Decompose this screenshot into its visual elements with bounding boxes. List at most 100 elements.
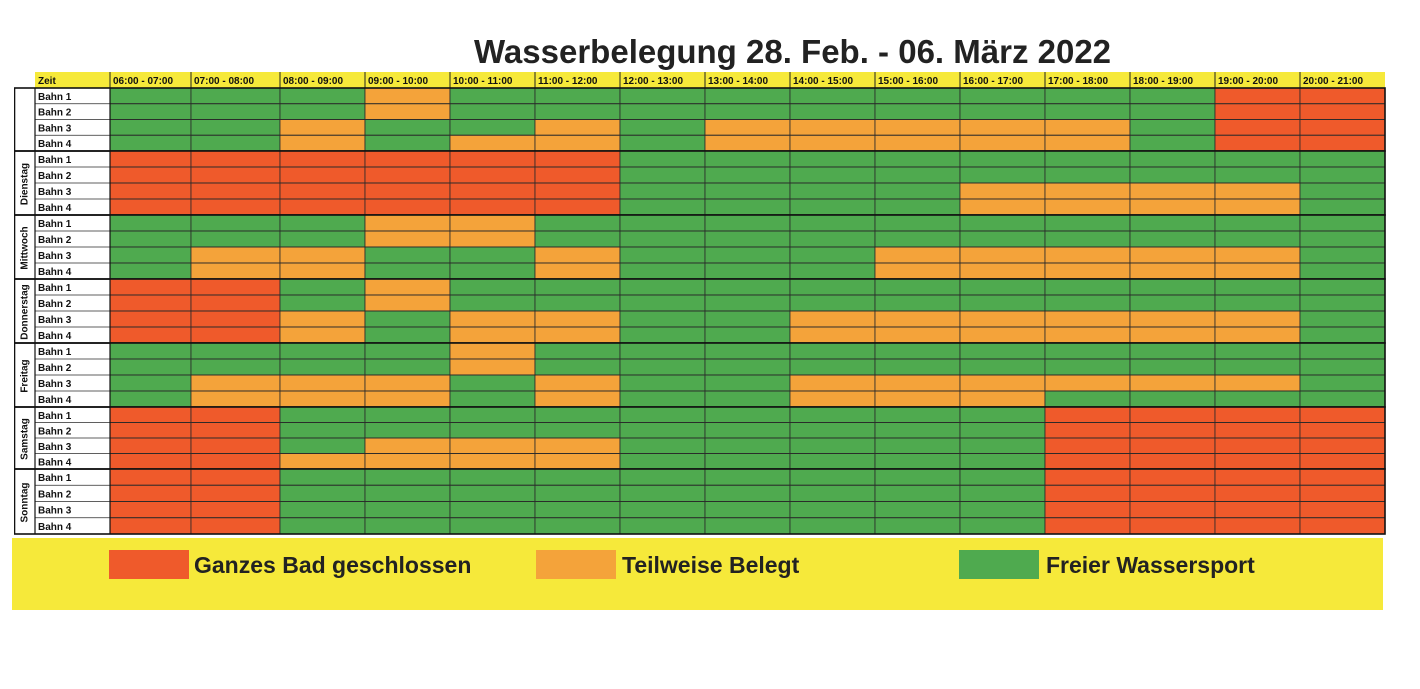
slot-cell — [109, 246, 192, 264]
slot-cell — [279, 246, 366, 264]
slot-cell — [704, 358, 791, 376]
slot-cell — [1214, 87, 1301, 105]
slot-cell — [364, 358, 451, 376]
slot-cell — [704, 422, 791, 439]
slot-cell — [959, 374, 1046, 392]
slot-cell — [109, 166, 192, 184]
header-slot-7: 13:00 - 14:00 — [708, 76, 768, 87]
slot-cell — [109, 278, 192, 296]
slot-cell — [449, 406, 536, 423]
slot-cell — [1129, 342, 1216, 360]
slot-cell — [789, 358, 876, 376]
header-slot-10: 16:00 - 17:00 — [963, 76, 1023, 87]
slot-cell — [959, 166, 1046, 184]
slot-cell — [959, 517, 1046, 535]
slot-cell — [1299, 374, 1386, 392]
lane-label: Bahn 2 — [38, 489, 72, 500]
slot-cell — [279, 119, 366, 136]
slot-cell — [704, 166, 791, 184]
slot-cell — [619, 278, 706, 296]
header-slot-6: 12:00 - 13:00 — [623, 76, 683, 87]
slot-cell — [534, 166, 621, 184]
slot-cell — [704, 294, 791, 312]
slot-cell — [1044, 262, 1131, 280]
slot-cell — [1214, 150, 1301, 168]
slot-cell — [1044, 406, 1131, 423]
slot-cell — [704, 326, 791, 344]
slot-cell — [534, 134, 621, 152]
slot-cell — [109, 230, 192, 248]
slot-cell — [789, 166, 876, 184]
slot-cell — [789, 342, 876, 360]
slot-cell — [789, 278, 876, 296]
slot-cell — [789, 134, 876, 152]
slot-cell — [364, 484, 451, 502]
slot-cell — [789, 468, 876, 486]
slot-cell — [704, 134, 791, 152]
slot-cell — [959, 342, 1046, 360]
slot-cell — [1044, 437, 1131, 454]
lane-label: Bahn 2 — [38, 108, 72, 119]
slot-cell — [704, 103, 791, 120]
slot-cell — [109, 390, 192, 408]
slot-cell — [1299, 230, 1386, 248]
slot-cell — [874, 198, 961, 216]
slot-cell — [190, 342, 281, 360]
slot-cell — [1299, 437, 1386, 454]
slot-cell — [874, 501, 961, 519]
slot-cell — [364, 453, 451, 470]
header-slot-2: 08:00 - 09:00 — [283, 76, 343, 87]
slot-cell — [449, 294, 536, 312]
slot-cell — [279, 342, 366, 360]
slot-cell — [109, 453, 192, 470]
slot-cell — [1129, 468, 1216, 486]
lane-label: Bahn 1 — [38, 473, 72, 484]
slot-cell — [619, 262, 706, 280]
header-slot-11: 17:00 - 18:00 — [1048, 76, 1108, 87]
slot-cell — [1214, 119, 1301, 136]
lane-label: Bahn 3 — [38, 123, 72, 134]
slot-cell — [279, 87, 366, 105]
slot-cell — [1299, 119, 1386, 136]
slot-cell — [279, 422, 366, 439]
slot-cell — [190, 501, 281, 519]
slot-cell — [1129, 166, 1216, 184]
slot-cell — [190, 119, 281, 136]
slot-cell — [874, 294, 961, 312]
slot-cell — [789, 484, 876, 502]
slot-cell — [704, 119, 791, 136]
slot-cell — [279, 278, 366, 296]
slot-cell — [1299, 166, 1386, 184]
slot-cell — [619, 468, 706, 486]
slot-cell — [1129, 134, 1216, 152]
slot-cell — [1214, 390, 1301, 408]
slot-cell — [1129, 422, 1216, 439]
slot-cell — [364, 390, 451, 408]
slot-cell — [789, 437, 876, 454]
slot-cell — [449, 134, 536, 152]
slot-cell — [190, 230, 281, 248]
slot-cell — [1299, 198, 1386, 216]
slot-cell — [364, 182, 451, 200]
slot-cell — [1129, 262, 1216, 280]
slot-cell — [1044, 214, 1131, 232]
slot-cell — [1299, 517, 1386, 535]
slot-cell — [1129, 214, 1216, 232]
slot-cell — [364, 150, 451, 168]
slot-cell — [619, 119, 706, 136]
lane-label: Bahn 1 — [38, 92, 72, 103]
slot-cell — [1129, 182, 1216, 200]
slot-cell — [364, 119, 451, 136]
page-title: Wasserbelegung 28. Feb. - 06. März 2022 — [474, 33, 1112, 70]
slot-cell — [190, 390, 281, 408]
slot-cell — [279, 134, 366, 152]
slot-cell — [364, 198, 451, 216]
slot-cell — [1044, 103, 1131, 120]
slot-cell — [874, 278, 961, 296]
slot-cell — [279, 166, 366, 184]
slot-cell — [190, 166, 281, 184]
slot-cell — [109, 342, 192, 360]
slot-cell — [1214, 374, 1301, 392]
slot-cell — [874, 166, 961, 184]
slot-cell — [959, 390, 1046, 408]
